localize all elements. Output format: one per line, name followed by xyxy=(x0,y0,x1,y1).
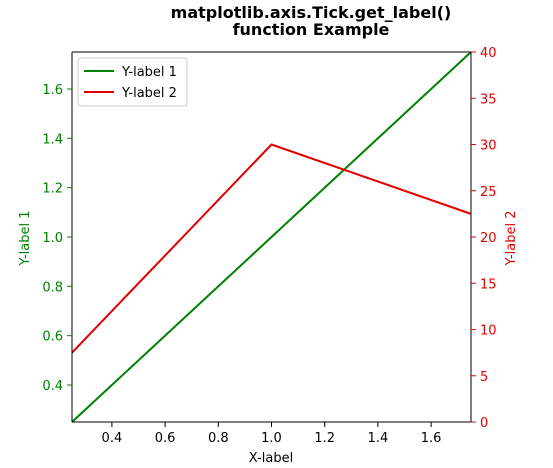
chart-title-line-1: matplotlib.axis.Tick.get_label() xyxy=(171,3,452,22)
series-line-y-label-1 xyxy=(71,51,472,423)
y-right-tick-label: 40 xyxy=(480,46,497,61)
x-tick-label: 0.6 xyxy=(155,431,176,446)
y-left-tick-label: 1.0 xyxy=(42,231,63,246)
y-left-tick-label: 1.4 xyxy=(42,132,63,147)
y-axis-right-label: Y-label 2 xyxy=(504,211,519,267)
x-tick-label: 1.0 xyxy=(261,431,282,446)
y-right-tick-label: 10 xyxy=(480,324,497,339)
y-right-tick-label: 30 xyxy=(480,139,497,154)
x-tick-label: 0.8 xyxy=(208,431,229,446)
x-tick-label: 1.4 xyxy=(368,431,389,446)
y-right-tick-label: 35 xyxy=(480,92,497,107)
legend-label-y-label-1: Y-label 1 xyxy=(121,65,177,80)
y-right-tick-label: 0 xyxy=(480,416,488,431)
y-right-tick-label: 25 xyxy=(480,185,497,200)
y-right-tick-label: 15 xyxy=(480,277,497,292)
x-tick-label: 1.6 xyxy=(421,431,442,446)
y-axis-left-label: Y-label 1 xyxy=(18,211,33,267)
y-right-tick-label: 20 xyxy=(480,231,497,246)
chart-legend: Y-label 1 Y-label 2 xyxy=(77,57,188,107)
y-left-tick-label: 0.8 xyxy=(42,280,63,295)
x-tick-label: 1.2 xyxy=(314,431,335,446)
plot-series xyxy=(71,51,472,423)
chart-title-line-2: function Example xyxy=(233,20,390,39)
x-axis-label: X-label xyxy=(249,451,293,466)
y-left-tick-label: 1.6 xyxy=(42,83,63,98)
y-right-tick-label: 5 xyxy=(480,370,488,385)
plot-axes: 0.4 0.6 0.8 1.0 1.2 1.4 1.6 0.4 0.6 0.8 1.0 1.2 1.4 1… xyxy=(42,46,496,446)
legend-label-y-label-2: Y-label 2 xyxy=(121,86,177,101)
x-tick-label: 0.4 xyxy=(102,431,123,446)
y-left-tick-label: 1.2 xyxy=(42,182,63,197)
series-line-y-label-2 xyxy=(71,143,472,354)
y-left-tick-label: 0.4 xyxy=(42,379,63,394)
y-left-tick-label: 0.6 xyxy=(42,330,63,345)
